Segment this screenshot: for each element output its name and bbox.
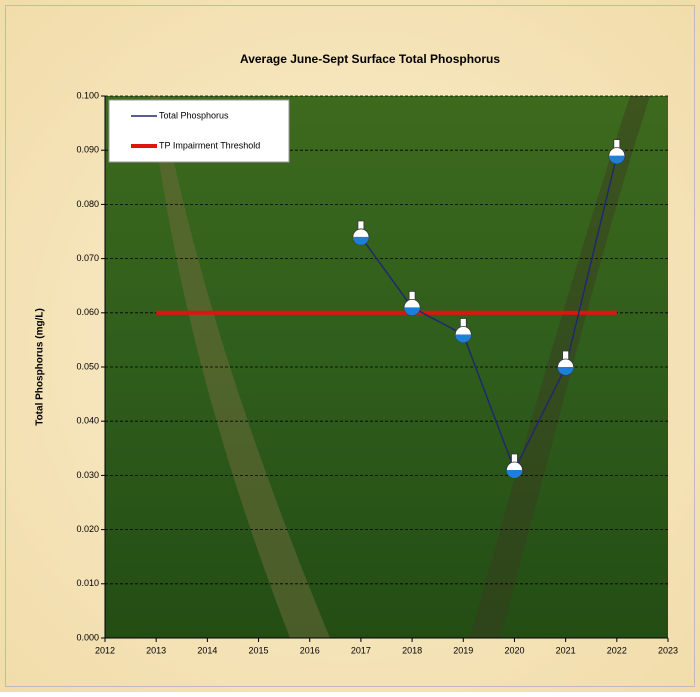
x-tick-label: 2020 <box>504 645 524 655</box>
chart: Average June-Sept Surface Total Phosphor… <box>0 0 700 692</box>
x-tick-label: 2018 <box>402 645 422 655</box>
x-tick-label: 2021 <box>556 645 576 655</box>
x-tick-label: 2015 <box>249 645 269 655</box>
x-tick-label: 2019 <box>453 645 473 655</box>
y-tick-label: 0.020 <box>76 524 99 534</box>
legend-box <box>109 100 289 162</box>
x-tick-label: 2014 <box>197 645 217 655</box>
y-tick-label: 0.070 <box>76 253 99 263</box>
y-tick-label: 0.060 <box>76 307 99 317</box>
legend-label: Total Phosphorus <box>159 110 229 120</box>
y-tick-label: 0.100 <box>76 90 99 100</box>
y-tick-label: 0.030 <box>76 470 99 480</box>
x-tick-label: 2013 <box>146 645 166 655</box>
y-tick-label: 0.050 <box>76 361 99 371</box>
x-tick-label: 2012 <box>95 645 115 655</box>
x-tick-label: 2023 <box>658 645 678 655</box>
y-tick-label: 0.040 <box>76 416 99 426</box>
x-tick-label: 2022 <box>607 645 627 655</box>
x-tick-label: 2016 <box>300 645 320 655</box>
y-tick-label: 0.010 <box>76 578 99 588</box>
x-tick-label: 2017 <box>351 645 371 655</box>
y-tick-label: 0.000 <box>76 632 99 642</box>
y-axis-label: Total Phosphorus (mg/L) <box>35 308 46 426</box>
y-tick-label: 0.080 <box>76 199 99 209</box>
legend-label: TP Impairment Threshold <box>159 140 260 150</box>
chart-title: Average June-Sept Surface Total Phosphor… <box>240 52 500 66</box>
y-tick-label: 0.090 <box>76 145 99 155</box>
